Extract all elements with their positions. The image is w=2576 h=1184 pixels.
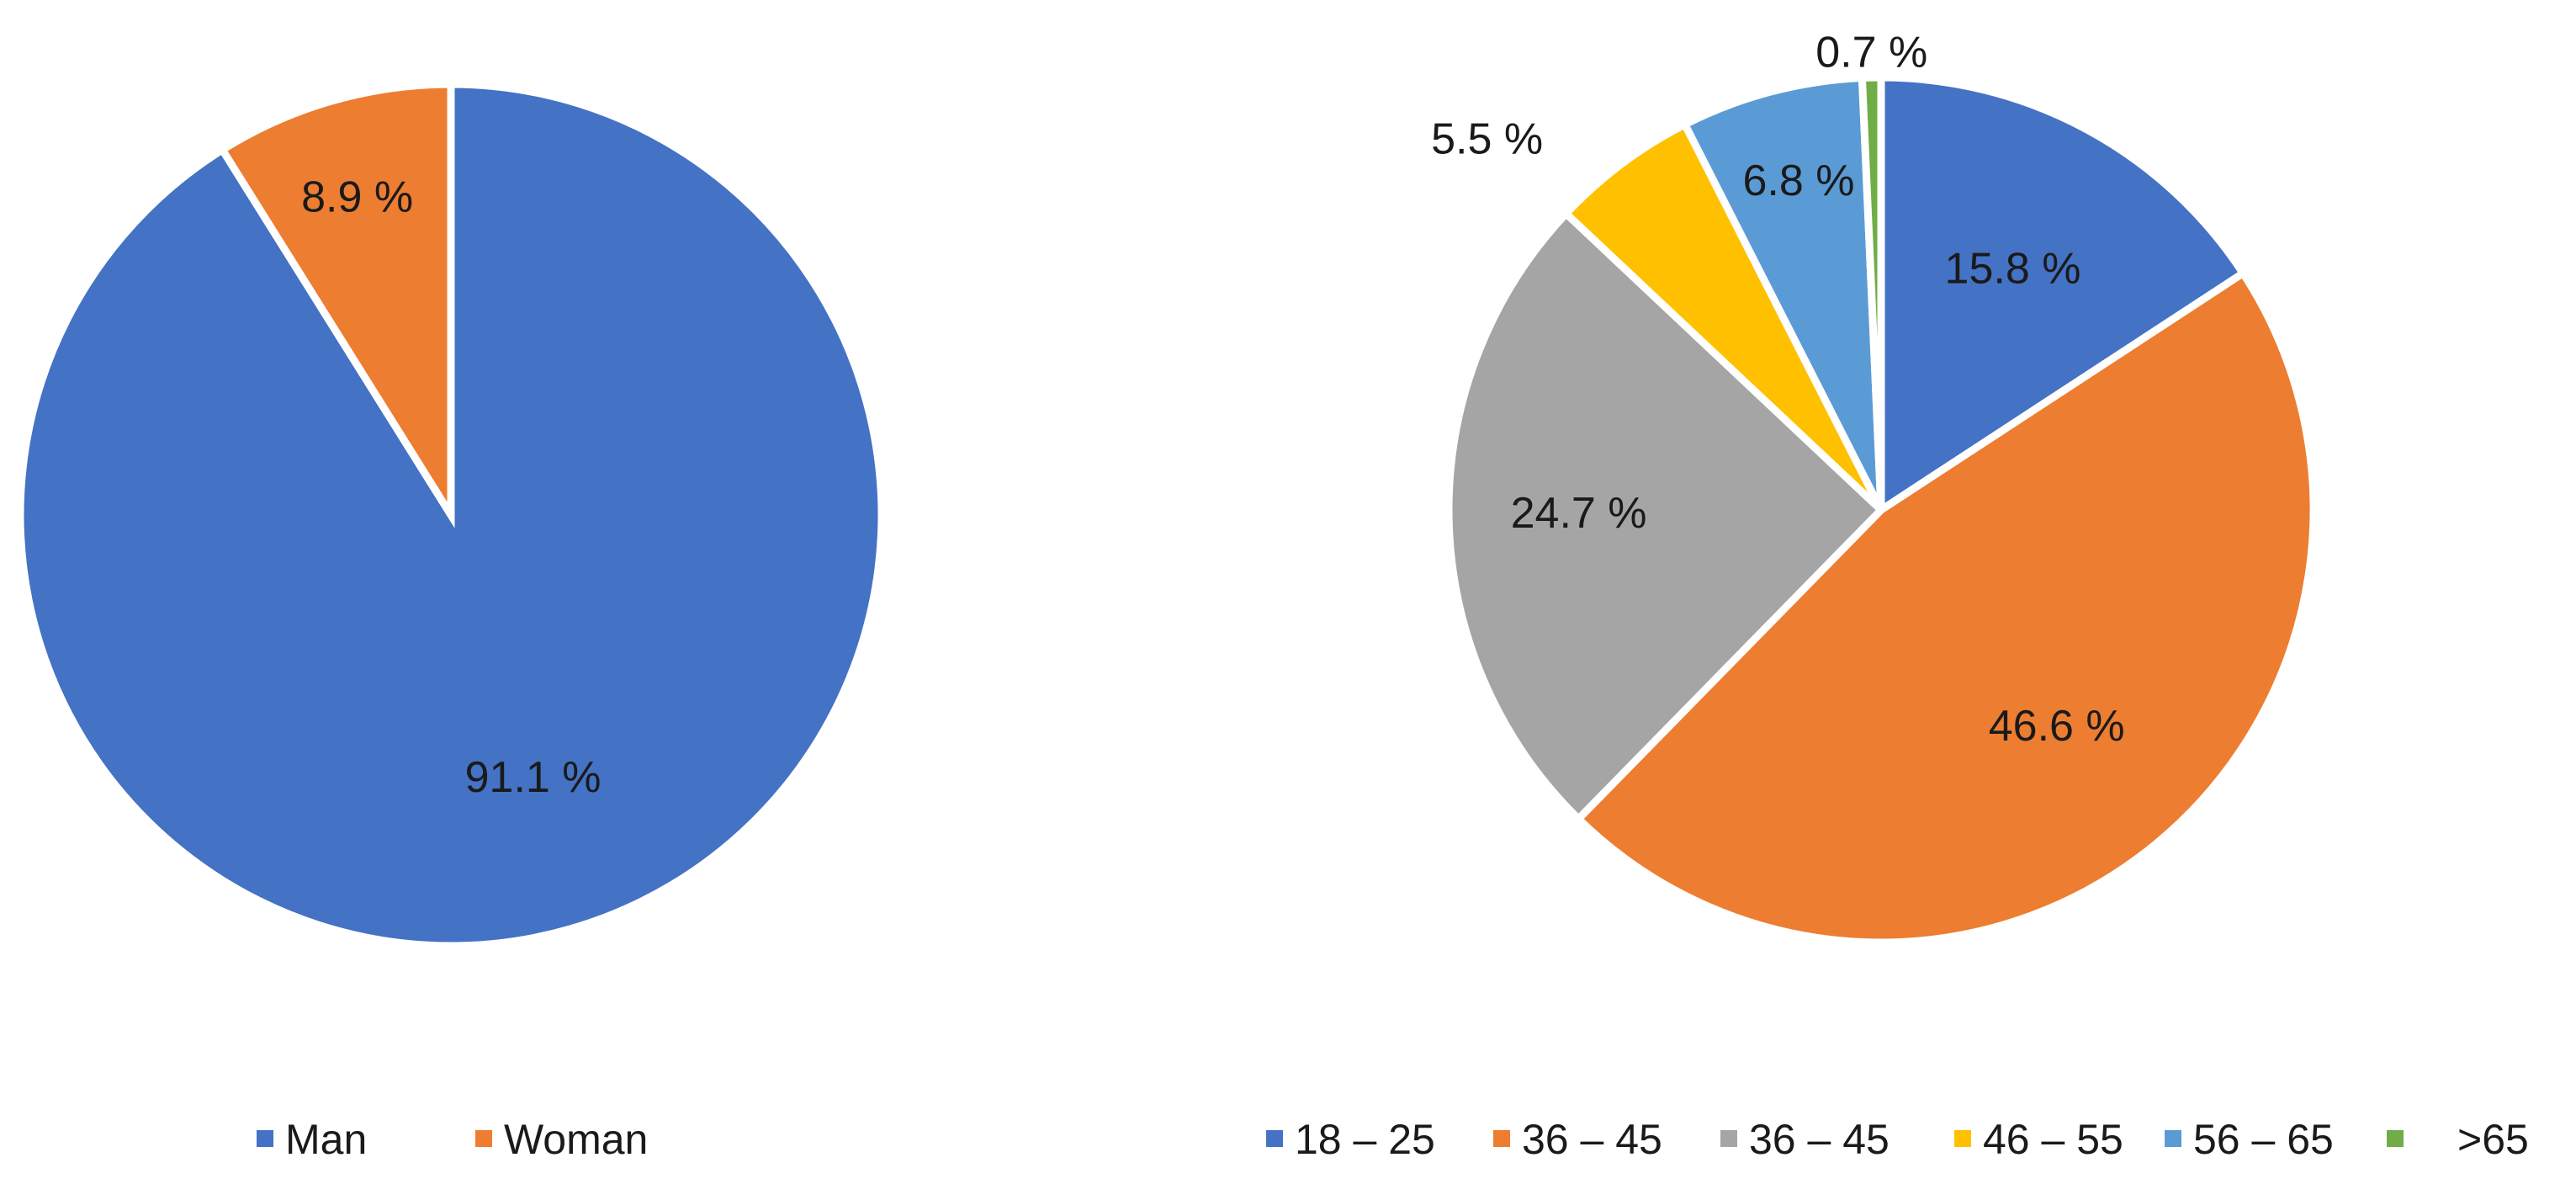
age-data-label-5: 0.7 % — [1815, 29, 1927, 77]
age-data-label-2: 24.7 % — [1511, 489, 1647, 538]
age-slice-0-18-25 — [1877, 73, 2249, 518]
gender-legend-label-1: Woman — [504, 1116, 648, 1163]
age-legend-label-3: 46 – 55 — [1983, 1116, 2123, 1163]
age-slice-2-36-45 — [1444, 208, 1887, 825]
gender-legend: Man Woman — [257, 1116, 648, 1163]
age-legend-label-0: 18 – 25 — [1295, 1116, 1435, 1163]
age-data-label-4: 6.8 % — [1743, 157, 1855, 205]
gender-data-label-0: 91.1 % — [465, 753, 602, 802]
gender-legend-swatch-0 — [257, 1130, 273, 1147]
gender-data-label-1: 8.9 % — [301, 173, 413, 222]
age-legend-label-5: >65 — [2457, 1116, 2529, 1163]
age-legend-swatch-2 — [1720, 1130, 1737, 1147]
age-legend-label-4: 56 – 65 — [2193, 1116, 2334, 1163]
age-data-label-1: 46.6 % — [1989, 702, 2125, 751]
age-data-label-0: 15.8 % — [1945, 244, 2081, 293]
age-slice-5-65 — [1858, 73, 1885, 511]
age-pie-chart: 15.8 % 46.6 % 24.7 % 5.5 % 6.8 % 0.7 % — [1431, 29, 2318, 947]
age-legend-label-2: 36 – 45 — [1749, 1116, 1890, 1163]
age-legend-swatch-5 — [2387, 1130, 2404, 1147]
age-slice-4-56-65 — [1679, 73, 1885, 512]
gender-pie-chart: 91.1 % 8.9 % — [16, 80, 886, 950]
age-legend-label-1: 36 – 45 — [1522, 1116, 1662, 1163]
age-legend-swatch-3 — [1954, 1130, 1971, 1147]
age-legend-swatch-4 — [2165, 1130, 2181, 1147]
age-legend-swatch-1 — [1493, 1130, 1510, 1147]
age-legend-swatch-0 — [1266, 1130, 1283, 1147]
gender-slice-1-woman — [217, 80, 455, 528]
age-slice-3-46-55 — [1561, 119, 1885, 513]
gender-legend-label-0: Man — [285, 1116, 367, 1163]
age-legend: 18 – 25 36 – 45 36 – 45 46 – 55 56 – 65 >65 — [1266, 1116, 2529, 1163]
age-slice-1-36-45 — [1572, 268, 2318, 947]
age-data-label-3: 5.5 % — [1431, 115, 1543, 164]
gender-legend-swatch-1 — [475, 1130, 492, 1147]
